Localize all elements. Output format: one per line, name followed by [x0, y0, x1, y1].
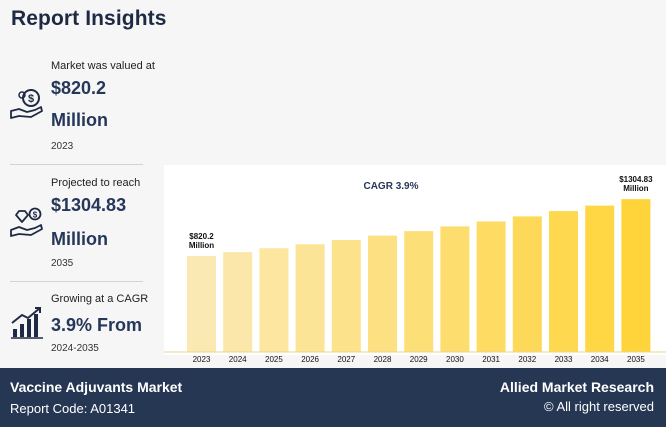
page-title: Report Insights — [11, 7, 167, 30]
stat-value-line1: $1304.83 — [51, 195, 127, 215]
x-tick-label: 2034 — [591, 355, 609, 364]
cagr-annotation: CAGR 3.9% — [363, 181, 418, 192]
bar-2035 — [621, 199, 651, 352]
money-hand-icon: $ — [10, 89, 43, 119]
x-tick-label: 2032 — [518, 355, 536, 364]
bar-2029 — [404, 231, 434, 352]
svg-text:$: $ — [33, 211, 38, 220]
bar-chart: CAGR 3.9% 2023 2024 2025 2026 2027 2028 2029 20… — [164, 175, 666, 364]
stat-cagr: Growing at a CAGR 3.9% From 2024-2035 — [0, 288, 160, 363]
market-name: Vaccine Adjuvants Market — [10, 379, 183, 395]
diamond-hand-icon: $ — [10, 207, 43, 237]
stat-label: Projected to reach — [51, 177, 141, 189]
divider — [10, 164, 143, 165]
copyright: © All right reserved — [543, 399, 654, 414]
bar-2024 — [223, 252, 253, 352]
x-tick-label: 2028 — [374, 355, 392, 364]
x-tick-label: 2030 — [446, 355, 464, 364]
bar-2026 — [295, 244, 325, 352]
bar-2028 — [368, 235, 397, 352]
data-label: $1304.83 — [619, 175, 653, 184]
stat-value-line1: 3.9% From — [51, 315, 143, 335]
bar-2027 — [331, 240, 361, 352]
bar-2031 — [476, 221, 506, 352]
svg-text:$: $ — [28, 93, 34, 105]
report-code: Report Code: A01341 — [10, 401, 136, 416]
stat-value-line2: Million — [51, 110, 108, 130]
stat-year: 2024-2035 — [51, 343, 99, 354]
x-tick-label: 2033 — [555, 355, 573, 364]
stat-value-line2: Million — [51, 229, 108, 249]
x-tick-label: 2031 — [482, 355, 500, 364]
data-label: $820.2 — [189, 232, 214, 241]
growth-chart-icon — [11, 307, 43, 339]
bar-2025 — [259, 248, 289, 352]
divider — [10, 281, 143, 282]
stat-label: Growing at a CAGR — [51, 293, 149, 305]
footer: Vaccine Adjuvants Market Report Code: A0… — [0, 368, 666, 427]
data-label: Million — [623, 184, 648, 193]
stat-value-line1: $820.2 — [51, 78, 107, 98]
bar-2032 — [512, 216, 542, 352]
x-tick-label: 2035 — [627, 355, 645, 364]
x-tick-label: 2026 — [301, 355, 319, 364]
x-tick-label: 2029 — [410, 355, 428, 364]
bar-2033 — [549, 211, 578, 352]
data-label: Million — [189, 241, 214, 250]
stat-year: 2035 — [51, 258, 74, 269]
brand-name: Allied Market Research — [499, 379, 654, 395]
bar-2030 — [440, 226, 470, 352]
stat-year: 2023 — [51, 141, 74, 152]
x-tick-label: 2023 — [193, 355, 211, 364]
bar-2023 — [187, 255, 216, 352]
bar-2034 — [585, 205, 615, 352]
x-tick-label: 2025 — [265, 355, 283, 364]
x-tick-label: 2027 — [337, 355, 355, 364]
stat-label: Market was valued at — [51, 60, 155, 72]
x-tick-label: 2024 — [229, 355, 247, 364]
chart-panel: CAGR 3.9% 2023 2024 2025 2026 2027 2028 2029 20… — [164, 165, 666, 364]
stat-projected-value: Projected to reach $ $1304.83 Million 20… — [0, 172, 160, 277]
stat-market-value: Market was valued at $ $820.2 Million 20… — [0, 55, 160, 160]
